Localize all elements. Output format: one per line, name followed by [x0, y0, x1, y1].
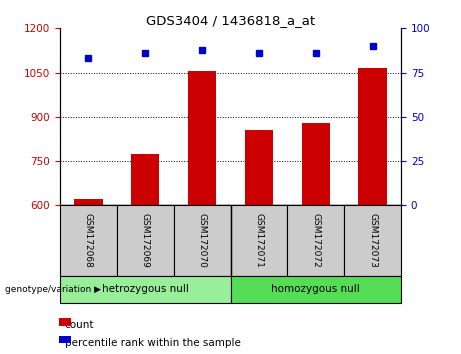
Bar: [230, 276, 401, 303]
Text: homozygous null: homozygous null: [272, 284, 360, 295]
Title: GDS3404 / 1436818_a_at: GDS3404 / 1436818_a_at: [146, 14, 315, 27]
Text: GSM172071: GSM172071: [254, 213, 263, 268]
Text: GSM172072: GSM172072: [311, 213, 320, 268]
Bar: [131, 154, 160, 205]
Text: GSM172073: GSM172073: [368, 213, 377, 268]
Text: GSM172068: GSM172068: [84, 213, 93, 268]
Bar: [358, 68, 387, 205]
Text: GSM172069: GSM172069: [141, 213, 150, 268]
Bar: [74, 199, 102, 205]
Bar: [174, 205, 230, 276]
Bar: [230, 205, 287, 276]
Bar: [344, 205, 401, 276]
Bar: [287, 205, 344, 276]
Text: genotype/variation ▶: genotype/variation ▶: [5, 285, 100, 294]
Text: hetrozygous null: hetrozygous null: [102, 284, 189, 295]
Bar: [117, 205, 174, 276]
Bar: [188, 70, 216, 205]
Bar: [60, 205, 117, 276]
Bar: [301, 123, 330, 205]
Text: count: count: [65, 320, 94, 330]
Bar: [60, 276, 230, 303]
Bar: [245, 130, 273, 205]
Text: percentile rank within the sample: percentile rank within the sample: [65, 338, 241, 348]
Text: GSM172070: GSM172070: [198, 213, 207, 268]
